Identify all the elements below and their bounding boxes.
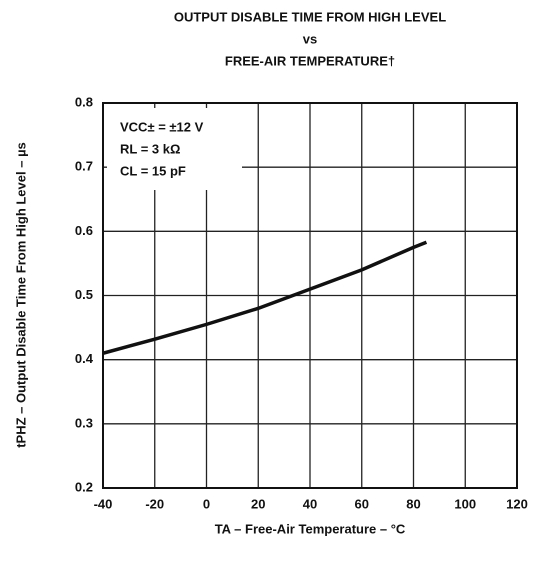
y-tick-label: 0.2	[75, 479, 93, 494]
annotation: CL = 15 pF	[120, 163, 186, 178]
annotation: VCC± = ±12 V	[120, 119, 204, 134]
x-tick-label: 100	[454, 496, 476, 511]
data-line	[102, 240, 428, 355]
x-tick-label: -40	[94, 496, 113, 511]
y-tick-label: 0.7	[75, 159, 93, 174]
y-tick-label: 0.4	[75, 351, 94, 366]
x-tick-label: 20	[251, 496, 265, 511]
x-axis-label: TA – Free-Air Temperature – °C	[215, 521, 406, 536]
x-tick-label: 40	[303, 496, 317, 511]
chart-title: FREE-AIR TEMPERATURE†	[225, 53, 395, 68]
x-tick-label: -20	[145, 496, 164, 511]
x-tick-label: 120	[506, 496, 528, 511]
x-tick-label: 80	[406, 496, 420, 511]
y-tick-label: 0.3	[75, 415, 93, 430]
y-tick-label: 0.8	[75, 94, 93, 109]
y-tick-label: 0.5	[75, 287, 93, 302]
annotation-box	[107, 108, 242, 190]
plot-frame	[102, 102, 518, 489]
chart-title: vs	[303, 31, 317, 46]
annotation: RL = 3 kΩ	[120, 141, 180, 156]
x-tick-label: 60	[355, 496, 369, 511]
y-axis-label: tPHZ – Output Disable Time From High Lev…	[13, 142, 28, 448]
y-tick-label: 0.6	[75, 223, 93, 238]
chart-title: OUTPUT DISABLE TIME FROM HIGH LEVEL	[174, 9, 446, 24]
x-tick-label: 0	[203, 496, 210, 511]
